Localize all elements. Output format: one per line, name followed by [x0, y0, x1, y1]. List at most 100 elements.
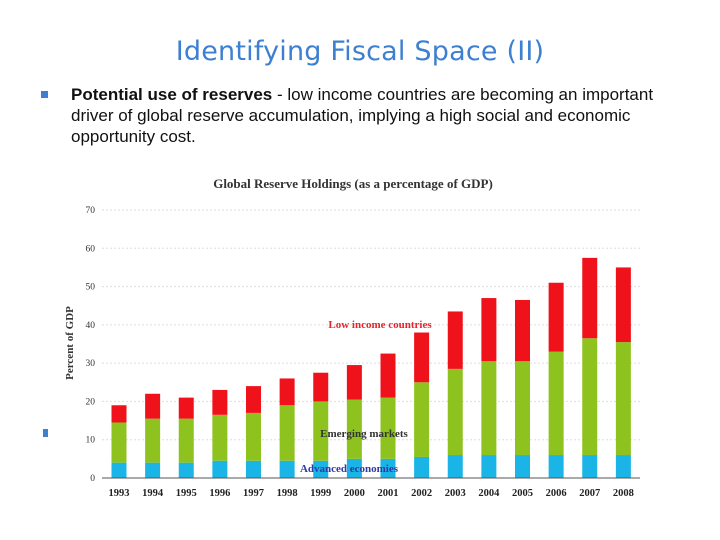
- y-tick-labels: 0 10 20 30 40 50 60 70: [86, 206, 96, 484]
- bar-segment: [145, 418, 161, 463]
- bar-stack: [279, 378, 295, 478]
- bar-segment: [212, 460, 228, 478]
- bar-stack: [246, 386, 261, 478]
- bar-segment: [615, 342, 631, 456]
- chart-title: Global Reserve Holdings (as a percentage…: [213, 176, 493, 191]
- y-axis-label: Percent of GDP: [64, 306, 76, 380]
- bar-segment: [414, 332, 430, 383]
- bar-stack: [582, 257, 598, 478]
- bar-segment: [414, 382, 430, 457]
- bar-segment: [515, 361, 530, 456]
- bar-segment: [145, 393, 161, 419]
- x-tick-label: 1995: [176, 488, 197, 499]
- bar-segment: [279, 405, 295, 461]
- bar-stack: [481, 298, 497, 478]
- bar-segment: [380, 458, 396, 478]
- bar-segment: [246, 386, 261, 413]
- x-tick-label: 2000: [344, 488, 365, 499]
- y-tick-label: 30: [86, 359, 96, 369]
- x-tick-label: 1996: [209, 488, 230, 499]
- x-tick-label: 2007: [579, 488, 600, 499]
- x-tick-label: 2003: [445, 488, 466, 499]
- y-tick-label: 50: [86, 283, 96, 293]
- bar-stack: [145, 393, 161, 478]
- bar-segment: [145, 462, 161, 478]
- bar-segment: [313, 401, 329, 461]
- y-tick-label: 60: [86, 244, 96, 254]
- x-tick-label: 2006: [546, 488, 567, 499]
- bar-segment: [548, 455, 564, 478]
- bar-segment: [279, 460, 295, 478]
- bar-segment: [380, 353, 396, 398]
- bar-segment: [346, 399, 362, 459]
- annotation-low-income: Low income countries: [328, 319, 432, 331]
- bullet-body: - low income countries are becoming an i…: [71, 85, 654, 146]
- bar-segment: [481, 361, 497, 456]
- y-tick-label: 40: [86, 321, 96, 331]
- bar-segment: [178, 462, 194, 478]
- bar-segment: [481, 298, 497, 362]
- bar-stack: [346, 365, 362, 478]
- x-tick-label: 1997: [243, 488, 264, 499]
- bar-segment: [111, 462, 127, 478]
- bar-stack: [548, 282, 564, 478]
- bar-segment: [615, 455, 631, 478]
- bar-stack: [414, 332, 430, 478]
- y-tick-label: 10: [86, 436, 96, 446]
- bar-segment: [582, 338, 598, 456]
- bar-stack: [178, 397, 194, 478]
- bar-segment: [515, 455, 530, 478]
- x-tick-label: 2004: [478, 488, 500, 499]
- x-tick-label: 2008: [613, 488, 634, 499]
- bullet-point: Potential use of reserves - low income c…: [41, 84, 682, 147]
- bar-segment: [582, 257, 598, 339]
- bar-stack: [615, 267, 631, 478]
- bar-segment: [178, 397, 194, 419]
- bar-segment: [380, 397, 396, 459]
- x-tick-label: 1999: [310, 488, 331, 499]
- bar-segment: [346, 458, 362, 478]
- bar-segment: [615, 267, 631, 343]
- bullet-lead: Potential use of reserves: [71, 85, 273, 104]
- y-tick-label: 20: [86, 397, 96, 407]
- bar-segment: [178, 418, 194, 463]
- bar-segment: [346, 365, 362, 400]
- y-tick-label: 0: [90, 474, 95, 484]
- bar-segment: [246, 412, 261, 461]
- x-tick-labels: 1993 1994 1995 1996 1997 1998 1999 2000 2001 2002…: [109, 488, 634, 499]
- x-tick-label: 2001: [378, 488, 399, 499]
- bar-segment: [246, 460, 261, 478]
- bar-stack: [380, 353, 396, 478]
- bar-segment: [447, 311, 463, 369]
- bullet-text: Potential use of reserves - low income c…: [71, 84, 682, 147]
- bar-segment: [481, 455, 497, 478]
- bar-stack: [515, 299, 530, 478]
- square-bullet-icon: [41, 91, 48, 98]
- bar-stack: [212, 389, 228, 478]
- stacked-bars: [111, 257, 631, 478]
- bar-segment: [414, 456, 430, 478]
- bar-segment: [515, 299, 530, 362]
- bar-segment: [111, 422, 127, 463]
- annotation-emerging-markets: Emerging markets: [320, 428, 408, 440]
- y-tick-label: 70: [86, 206, 96, 216]
- bar-segment: [582, 455, 598, 478]
- x-tick-label: 1993: [109, 488, 130, 499]
- bar-stack: [111, 405, 127, 478]
- bar-segment: [548, 282, 564, 352]
- bar-segment: [212, 414, 228, 461]
- bar-segment: [548, 351, 564, 456]
- slide-title: Identifying Fiscal Space (II): [175, 36, 545, 67]
- bar-stack: [447, 311, 463, 478]
- bar-segment: [279, 378, 295, 406]
- bar-segment: [313, 372, 329, 402]
- bar-segment: [447, 455, 463, 478]
- bar-segment: [447, 368, 463, 456]
- x-tick-label: 1994: [142, 488, 164, 499]
- x-tick-label: 2002: [411, 488, 432, 499]
- bar-stack: [313, 372, 329, 478]
- annotation-advanced-economies: Advanced economies: [300, 463, 399, 475]
- x-tick-label: 2005: [512, 488, 533, 499]
- bar-segment: [212, 389, 228, 415]
